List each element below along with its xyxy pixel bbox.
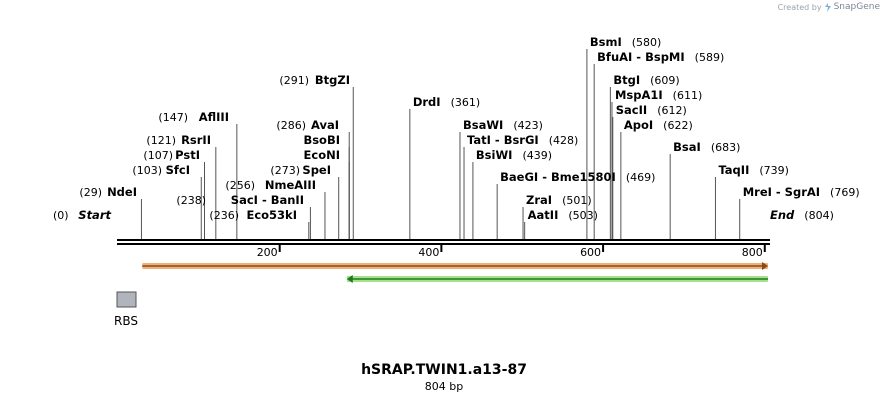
site-pos-aatii: (503) — [568, 209, 598, 222]
site-psti[interactable]: PstI — [175, 148, 200, 162]
site-bsobi[interactable]: BsoBI — [303, 133, 340, 147]
site-pos-zrai: (501) — [562, 194, 592, 207]
site-pos-bsai: (683) — [711, 141, 741, 154]
site-drdi[interactable]: DrdI — [413, 95, 441, 109]
site-nmeaiii[interactable]: NmeAIII — [265, 178, 316, 192]
sequence-length: 804 bp — [424, 380, 464, 393]
primer-arrow-reverse[interactable] — [346, 275, 768, 283]
site-ndei[interactable]: NdeI — [107, 185, 137, 199]
primer-arrow-forward[interactable] — [142, 262, 769, 270]
site-pos-bsiwi: (439) — [522, 149, 552, 162]
site-econi[interactable]: EcoNI — [304, 148, 340, 162]
site-rsrii[interactable]: RsrII — [181, 133, 211, 147]
site-avai[interactable]: AvaI — [311, 118, 339, 132]
site-bsiwi[interactable]: BsiWI — [476, 148, 513, 162]
site-pos-saci-banii: (238) — [176, 194, 206, 207]
site-eco53ki[interactable]: Eco53kI — [246, 208, 297, 222]
site-pos-ndei: (29) — [79, 186, 102, 199]
site-saci-banii[interactable]: SacI - BanII — [231, 193, 304, 207]
ruler-label-400: 400 — [418, 246, 439, 259]
site-zrai[interactable]: ZraI — [526, 193, 552, 207]
site-end[interactable]: End — [770, 208, 795, 222]
site-aatii[interactable]: AatII — [528, 208, 559, 222]
rbs-feature-label: RBS — [114, 314, 138, 328]
snapgene-logo-icon — [824, 2, 831, 12]
site-mrei-sgrai[interactable]: MreI - SgrAI — [743, 185, 820, 199]
site-pos-nmeaiii: (256) — [225, 179, 255, 192]
site-pos-sfci: (103) — [132, 164, 162, 177]
site-pos-tati-bsrgi: (428) — [549, 134, 579, 147]
ruler-label-800: 800 — [742, 246, 763, 259]
site-pos-bsawi: (423) — [513, 119, 543, 132]
site-bfuai-bspmi[interactable]: BfuAI - BspMI — [597, 50, 684, 64]
credit-brand: SnapGene — [833, 2, 880, 12]
site-taqii[interactable]: TaqII — [718, 163, 749, 177]
site-start[interactable]: Start — [78, 208, 111, 222]
site-pos-eco53ki: (236) — [209, 209, 239, 222]
site-pos-baegi-bme1580i: (469) — [626, 171, 656, 184]
site-pos-sacii: (612) — [657, 104, 687, 117]
site-pos-btgzi: (291) — [279, 74, 309, 87]
site-baegi-bme1580i[interactable]: BaeGI - Bme1580I — [500, 170, 616, 184]
site-mspa1i[interactable]: MspA1I — [615, 88, 663, 102]
sequence-title: hSRAP.TWIN1.a13-87 — [361, 362, 527, 378]
site-pos-mspa1i: (611) — [673, 89, 703, 102]
site-bsai[interactable]: BsaI — [673, 140, 701, 154]
site-pos-rsrii: (121) — [146, 134, 176, 147]
site-pos-bfuai-bspmi: (589) — [695, 51, 725, 64]
site-pos-btgi: (609) — [650, 74, 680, 87]
site-pos-avai: (286) — [276, 119, 306, 132]
site-sfci[interactable]: SfcI — [166, 163, 190, 177]
site-btgzi[interactable]: BtgZI — [315, 73, 350, 87]
credit-prefix: Created by — [777, 2, 822, 12]
site-spei[interactable]: SpeI — [302, 163, 331, 177]
site-pos-mrei-sgrai: (769) — [830, 186, 860, 199]
site-pos-end: (804) — [804, 209, 834, 222]
site-pos-apoi: (622) — [663, 119, 693, 132]
site-afliii[interactable]: AflIII — [199, 110, 229, 124]
rbs-feature-box[interactable] — [116, 291, 137, 308]
site-pos-spei: (273) — [270, 164, 300, 177]
site-pos-afliii: (147) — [158, 111, 188, 124]
ruler-label-200: 200 — [257, 246, 278, 259]
site-bsawi[interactable]: BsaWI — [463, 118, 503, 132]
site-pos-psti: (107) — [143, 149, 173, 162]
site-bsmi[interactable]: BsmI — [590, 35, 622, 49]
site-pos-drdi: (361) — [451, 96, 481, 109]
site-pos-start: (0) — [53, 209, 69, 222]
site-pos-taqii: (739) — [759, 164, 789, 177]
site-tati-bsrgi[interactable]: TatI - BsrGI — [467, 133, 539, 147]
snapgene-credit: Created by SnapGene — [778, 2, 880, 12]
site-btgi[interactable]: BtgI — [613, 73, 640, 87]
ruler-label-600: 600 — [580, 246, 601, 259]
site-pos-bsmi: (580) — [632, 36, 662, 49]
site-apoi[interactable]: ApoI — [624, 118, 653, 132]
site-sacii[interactable]: SacII — [616, 103, 647, 117]
